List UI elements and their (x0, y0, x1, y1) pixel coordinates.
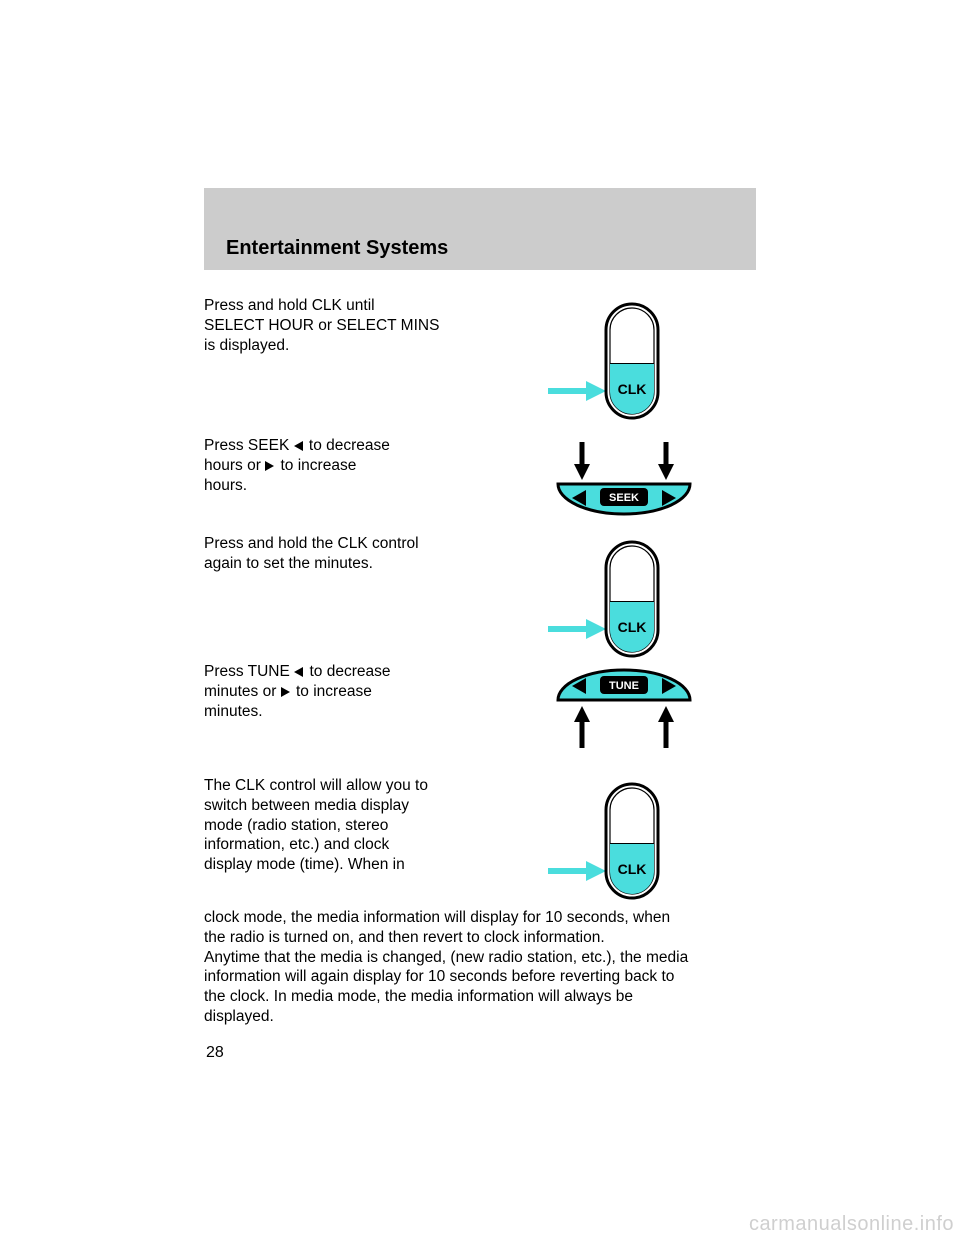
step-5-text-top: The CLK control will allow you to switch… (204, 776, 534, 875)
triangle-left-icon (294, 441, 303, 451)
s5f: clock mode, the media information will d… (204, 909, 670, 926)
section-title: Entertainment Systems (226, 237, 448, 270)
step-3-text: Press and hold the CLK control again to … (204, 534, 534, 574)
s4d: to increase (296, 683, 372, 700)
triangle-right-icon (265, 461, 274, 471)
step-5-text-full: clock mode, the media information will d… (204, 908, 756, 1027)
s5b: switch between media display (204, 797, 409, 814)
clk-button-figure-2: CLK (534, 534, 694, 664)
triangle-right-icon-2 (281, 687, 290, 697)
step-3-row: Press and hold the CLK control again to … (204, 534, 756, 664)
step-4-row: Press TUNE to decrease minutes or to inc… (204, 662, 756, 758)
clk-button-figure-1: CLK (534, 296, 694, 426)
s4a: Press TUNE (204, 663, 290, 680)
s5j: the clock. In media mode, the media info… (204, 988, 633, 1005)
step-1-row: Press and hold CLK until SELECT HOUR or … (204, 296, 756, 426)
clk-label-2: CLK (618, 619, 647, 635)
s4b: to decrease (309, 663, 390, 680)
tune-button-figure: TUNE (534, 662, 714, 758)
s5i: information will again display for 10 se… (204, 968, 674, 985)
page-number: 28 (206, 1044, 224, 1062)
step-1-figure: CLK (534, 296, 694, 426)
s4e: minutes. (204, 703, 263, 720)
s5d: information, etc.) and clock (204, 836, 389, 853)
s2e: hours. (204, 477, 247, 494)
step-2-row: Press SEEK to decrease hours or to incre… (204, 436, 756, 526)
step-1-text: Press and hold CLK until SELECT HOUR or … (204, 296, 534, 355)
s5h: Anytime that the media is changed, (new … (204, 949, 688, 966)
triangle-left-icon-2 (294, 667, 303, 677)
section-header: Entertainment Systems (204, 188, 756, 270)
step-1-line-3: is displayed. (204, 337, 289, 354)
s5k: displayed. (204, 1008, 274, 1025)
seek-label: SEEK (609, 492, 639, 504)
step-2-text: Press SEEK to decrease hours or to incre… (204, 436, 534, 495)
step-5-figure: CLK (534, 776, 694, 906)
step-3-figure: CLK (534, 534, 694, 664)
seek-button-figure: SEEK (534, 436, 714, 526)
s3a: Press and hold the CLK control (204, 535, 419, 552)
s2a: Press SEEK (204, 437, 289, 454)
clk-button-figure-3: CLK (534, 776, 694, 906)
clk-label-1: CLK (618, 381, 647, 397)
step-5-row: The CLK control will allow you to switch… (204, 776, 756, 906)
s2b: to decrease (309, 437, 390, 454)
s3b: again to set the minutes. (204, 555, 373, 572)
clk-label-3: CLK (618, 861, 647, 877)
step-4-figure: TUNE (534, 662, 714, 758)
step-2-figure: SEEK (534, 436, 714, 526)
s5e: display mode (time). When in (204, 856, 405, 873)
step-1-line-1: Press and hold CLK until (204, 297, 375, 314)
step-4-text: Press TUNE to decrease minutes or to inc… (204, 662, 534, 721)
content-area: Press and hold CLK until SELECT HOUR or … (204, 296, 756, 1027)
step-1-line-2: SELECT HOUR or SELECT MINS (204, 317, 439, 334)
s2d: to increase (281, 457, 357, 474)
s2c: hours or (204, 457, 261, 474)
s5a: The CLK control will allow you to (204, 777, 428, 794)
s4c: minutes or (204, 683, 276, 700)
s5g: the radio is turned on, and then revert … (204, 929, 605, 946)
watermark: carmanualsonline.info (749, 1213, 954, 1236)
s5c: mode (radio station, stereo (204, 817, 388, 834)
tune-label: TUNE (609, 680, 639, 692)
